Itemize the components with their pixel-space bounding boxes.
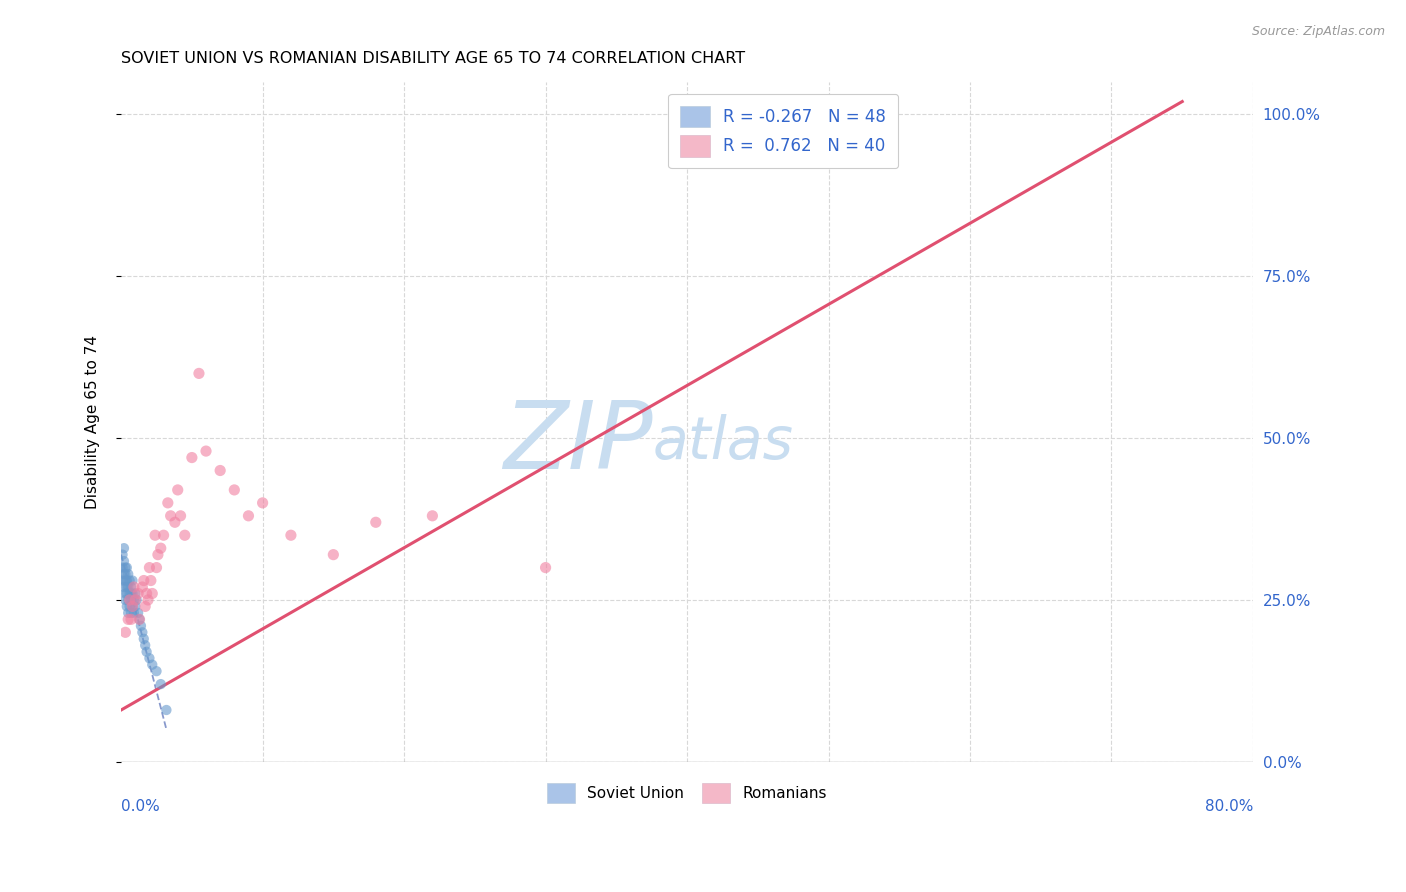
Point xyxy=(209,463,232,477)
Point xyxy=(121,599,143,614)
Point xyxy=(195,444,218,458)
Point xyxy=(118,599,141,614)
Point xyxy=(117,612,139,626)
Point xyxy=(534,560,557,574)
Point xyxy=(138,560,160,574)
Point xyxy=(117,580,139,594)
Text: 80.0%: 80.0% xyxy=(1205,799,1253,814)
Point xyxy=(134,638,156,652)
Point xyxy=(143,528,166,542)
Point xyxy=(149,541,172,556)
Point xyxy=(139,574,162,588)
Text: Source: ZipAtlas.com: Source: ZipAtlas.com xyxy=(1251,25,1385,38)
Point xyxy=(138,651,160,665)
Point xyxy=(146,548,169,562)
Point xyxy=(280,528,302,542)
Point xyxy=(112,580,135,594)
Point xyxy=(131,580,153,594)
Point xyxy=(132,632,155,646)
Point xyxy=(252,496,274,510)
Point xyxy=(114,574,136,588)
Text: 0.0%: 0.0% xyxy=(121,799,160,814)
Point xyxy=(128,612,150,626)
Point xyxy=(124,586,146,600)
Point xyxy=(125,593,148,607)
Point xyxy=(422,508,444,523)
Point xyxy=(145,560,167,574)
Point xyxy=(114,567,136,582)
Point xyxy=(112,541,135,556)
Point xyxy=(114,560,136,574)
Point xyxy=(132,574,155,588)
Point xyxy=(114,586,136,600)
Point xyxy=(121,586,143,600)
Point xyxy=(128,612,150,626)
Point xyxy=(117,593,139,607)
Point xyxy=(135,645,157,659)
Point xyxy=(121,599,143,614)
Point xyxy=(152,528,174,542)
Point xyxy=(136,593,159,607)
Point xyxy=(120,593,142,607)
Point xyxy=(169,508,191,523)
Point xyxy=(145,664,167,678)
Point xyxy=(149,677,172,691)
Point xyxy=(141,657,163,672)
Point xyxy=(163,516,186,530)
Point xyxy=(141,586,163,600)
Point xyxy=(180,450,202,465)
Text: atlas: atlas xyxy=(654,414,794,471)
Point xyxy=(159,508,181,523)
Point xyxy=(124,599,146,614)
Point xyxy=(135,586,157,600)
Point xyxy=(112,567,135,582)
Point xyxy=(114,593,136,607)
Point xyxy=(127,606,149,620)
Point xyxy=(115,560,138,574)
Point xyxy=(115,574,138,588)
Y-axis label: Disability Age 65 to 74: Disability Age 65 to 74 xyxy=(86,335,100,509)
Point xyxy=(111,574,134,588)
Point xyxy=(118,586,141,600)
Point xyxy=(129,619,152,633)
Point xyxy=(155,703,177,717)
Point xyxy=(118,593,141,607)
Point xyxy=(117,567,139,582)
Point xyxy=(120,580,142,594)
Point xyxy=(111,560,134,574)
Text: SOVIET UNION VS ROMANIAN DISABILITY AGE 65 TO 74 CORRELATION CHART: SOVIET UNION VS ROMANIAN DISABILITY AGE … xyxy=(121,51,745,66)
Point xyxy=(117,606,139,620)
Point xyxy=(115,580,138,594)
Point xyxy=(120,606,142,620)
Point xyxy=(121,574,143,588)
Point xyxy=(322,548,344,562)
Point xyxy=(120,612,142,626)
Point xyxy=(122,580,145,594)
Point xyxy=(156,496,179,510)
Point xyxy=(173,528,195,542)
Point xyxy=(364,516,387,530)
Point xyxy=(238,508,260,523)
Point xyxy=(111,548,134,562)
Point xyxy=(118,574,141,588)
Point xyxy=(112,554,135,568)
Point xyxy=(120,586,142,600)
Point xyxy=(166,483,188,497)
Point xyxy=(131,625,153,640)
Legend: Soviet Union, Romanians: Soviet Union, Romanians xyxy=(538,774,835,812)
Text: ZIP: ZIP xyxy=(503,397,654,488)
Point xyxy=(224,483,246,497)
Point xyxy=(122,593,145,607)
Point xyxy=(134,599,156,614)
Point xyxy=(115,599,138,614)
Point xyxy=(187,367,209,381)
Point xyxy=(115,586,138,600)
Point xyxy=(122,606,145,620)
Point xyxy=(127,586,149,600)
Point xyxy=(114,625,136,640)
Point xyxy=(124,593,146,607)
